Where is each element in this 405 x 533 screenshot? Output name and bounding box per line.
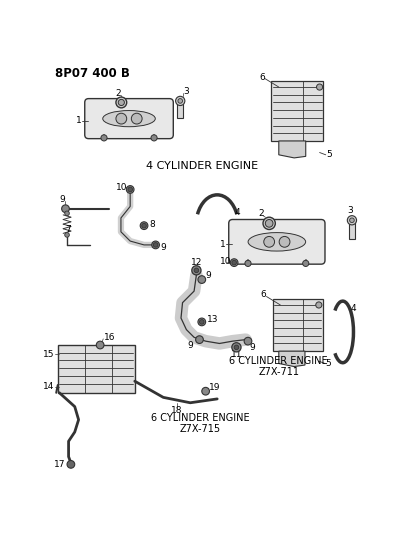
Circle shape bbox=[244, 337, 252, 345]
Text: 12: 12 bbox=[191, 258, 202, 267]
Text: 4: 4 bbox=[350, 304, 356, 313]
Circle shape bbox=[279, 237, 290, 247]
Circle shape bbox=[232, 343, 241, 352]
Circle shape bbox=[303, 260, 309, 266]
Circle shape bbox=[142, 223, 146, 228]
Text: 9: 9 bbox=[160, 243, 166, 252]
Text: 8: 8 bbox=[149, 220, 155, 229]
Text: 6: 6 bbox=[259, 72, 265, 82]
Ellipse shape bbox=[103, 110, 155, 127]
Circle shape bbox=[116, 113, 127, 124]
Text: 15: 15 bbox=[43, 350, 55, 359]
Circle shape bbox=[96, 341, 104, 349]
Text: 2: 2 bbox=[259, 209, 264, 218]
Circle shape bbox=[101, 135, 107, 141]
Circle shape bbox=[140, 222, 148, 230]
Circle shape bbox=[128, 187, 132, 192]
Circle shape bbox=[152, 241, 160, 249]
Text: 6: 6 bbox=[260, 290, 266, 300]
Circle shape bbox=[264, 237, 275, 247]
Circle shape bbox=[198, 318, 206, 326]
Text: 4 CYLINDER ENGINE: 4 CYLINDER ENGINE bbox=[146, 160, 258, 171]
Circle shape bbox=[153, 243, 158, 247]
Circle shape bbox=[118, 99, 124, 106]
Circle shape bbox=[202, 387, 209, 395]
Circle shape bbox=[116, 97, 127, 108]
Text: 5: 5 bbox=[326, 359, 332, 368]
Text: 9: 9 bbox=[60, 195, 65, 204]
Circle shape bbox=[178, 99, 183, 103]
Text: 9: 9 bbox=[206, 271, 211, 280]
Bar bbox=[273, 299, 323, 351]
Text: 7: 7 bbox=[66, 225, 71, 234]
FancyBboxPatch shape bbox=[229, 220, 325, 264]
Circle shape bbox=[245, 260, 251, 266]
FancyBboxPatch shape bbox=[85, 99, 173, 139]
Circle shape bbox=[176, 96, 185, 106]
Text: 3: 3 bbox=[347, 206, 353, 215]
Bar bbox=[58, 345, 135, 393]
Circle shape bbox=[126, 185, 134, 193]
Circle shape bbox=[350, 218, 354, 223]
Circle shape bbox=[263, 217, 275, 230]
Text: 10: 10 bbox=[220, 257, 231, 266]
Text: 11: 11 bbox=[231, 350, 242, 359]
Text: 5: 5 bbox=[326, 150, 332, 159]
Circle shape bbox=[65, 211, 69, 216]
Bar bbox=[271, 81, 324, 141]
Polygon shape bbox=[279, 351, 305, 367]
Circle shape bbox=[316, 302, 322, 308]
Text: 10: 10 bbox=[115, 183, 127, 192]
Bar bbox=[177, 101, 183, 118]
Circle shape bbox=[317, 84, 323, 90]
Circle shape bbox=[198, 276, 206, 284]
Circle shape bbox=[192, 265, 201, 275]
Circle shape bbox=[194, 268, 199, 273]
Text: 6 CYLINDER ENGINE
Z7X-711: 6 CYLINDER ENGINE Z7X-711 bbox=[230, 356, 328, 377]
Circle shape bbox=[151, 135, 157, 141]
Circle shape bbox=[67, 461, 75, 468]
Text: 9: 9 bbox=[188, 341, 193, 350]
Text: 17: 17 bbox=[54, 460, 66, 469]
Text: 9: 9 bbox=[249, 343, 255, 352]
Circle shape bbox=[232, 260, 237, 265]
Text: 6 CYLINDER ENGINE
Z7X-715: 6 CYLINDER ENGINE Z7X-715 bbox=[151, 413, 249, 434]
Text: 1: 1 bbox=[76, 116, 81, 125]
Text: 3: 3 bbox=[183, 87, 189, 96]
Circle shape bbox=[196, 336, 203, 343]
Circle shape bbox=[347, 216, 356, 225]
Text: 14: 14 bbox=[43, 382, 55, 391]
Circle shape bbox=[265, 220, 273, 227]
Text: 8P07 400 B: 8P07 400 B bbox=[55, 68, 130, 80]
Text: 2: 2 bbox=[115, 88, 121, 98]
Circle shape bbox=[65, 232, 69, 237]
Text: 1: 1 bbox=[220, 240, 226, 248]
Circle shape bbox=[200, 320, 204, 324]
Circle shape bbox=[234, 345, 239, 350]
Text: 13: 13 bbox=[207, 315, 219, 324]
Polygon shape bbox=[279, 141, 306, 158]
Circle shape bbox=[62, 205, 69, 213]
Ellipse shape bbox=[248, 232, 306, 251]
Circle shape bbox=[230, 259, 238, 266]
Text: 19: 19 bbox=[209, 383, 220, 392]
Text: 18: 18 bbox=[171, 406, 183, 415]
Text: 16: 16 bbox=[104, 333, 115, 342]
Text: 4: 4 bbox=[234, 208, 240, 217]
Circle shape bbox=[131, 113, 142, 124]
Bar bbox=[349, 220, 355, 239]
